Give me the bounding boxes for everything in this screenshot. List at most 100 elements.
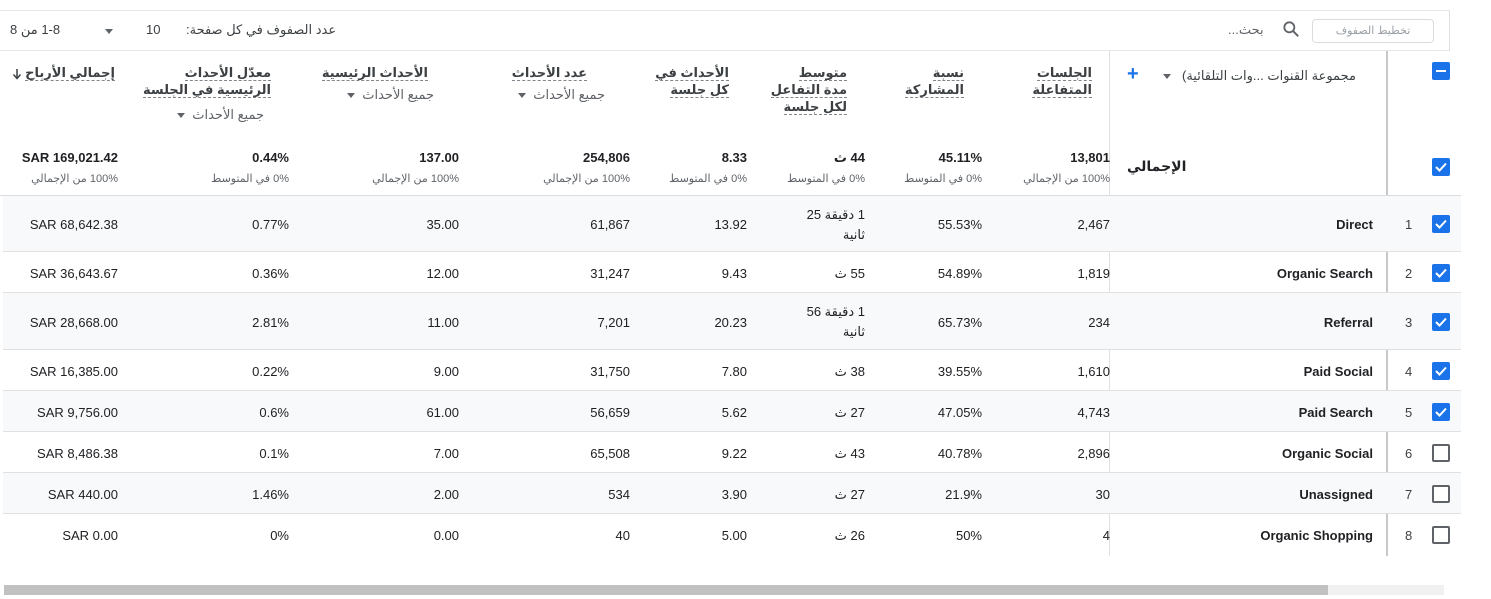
cell-total_revenue: SAR 68,642.38 — [29, 217, 118, 232]
total-engagement_rate: 45.11% — [938, 150, 982, 165]
key-events-filter-dropdown[interactable]: جميع الأحداث — [347, 87, 434, 103]
totals-checkbox[interactable] — [1432, 158, 1450, 176]
row-number: 3 — [1405, 314, 1413, 330]
cell-event_count: 56,659 — [590, 404, 630, 420]
cell-events_per_session: 9.22 — [721, 445, 747, 461]
row-channel-name[interactable]: Organic Shopping — [1260, 527, 1373, 543]
add-dimension-icon[interactable]: + — [1127, 63, 1139, 85]
total-key_events: 137.00 — [419, 150, 459, 165]
row-checkbox[interactable] — [1432, 484, 1450, 503]
filter-rows-input[interactable]: تخطيط الصفوف — [1312, 19, 1434, 43]
totals-label: الإجمالي — [1127, 158, 1187, 174]
col-header-total-revenue[interactable]: إجمالي الأرباح — [12, 64, 115, 81]
cell-key_event_rate: 2.81% — [252, 314, 289, 330]
cell-key_event_rate: 0% — [270, 527, 289, 543]
col-header-key-event-rate[interactable]: معدّل الأحداث الرئيسية في الجلسة — [142, 65, 271, 98]
select-all-checkbox[interactable] — [1432, 62, 1450, 80]
col-header-events-per-session[interactable]: الأحداث في كل جلسة — [655, 65, 729, 98]
cell-event_count: 31,750 — [590, 363, 630, 379]
col-header-event-count[interactable]: عدد الأحداث — [511, 65, 587, 81]
row-channel-name[interactable]: Paid Social — [1303, 363, 1373, 379]
cell-events_per_session: 5.00 — [721, 527, 747, 543]
divider — [1449, 10, 1450, 51]
row-checkbox[interactable] — [1432, 263, 1450, 282]
cell-total_revenue: SAR 440.00 — [47, 486, 118, 502]
row-checkbox[interactable] — [1432, 525, 1450, 544]
cell-engaged_sessions: 4,743 — [1077, 404, 1110, 420]
totals-divider — [0, 195, 1461, 196]
cell-avg_engagement_time: 1 دقيقة 56 ثانية — [806, 304, 865, 339]
col-header-engagement-rate[interactable]: نسبة المشاركة — [904, 65, 964, 98]
cell-key_events: 0.00 — [433, 527, 459, 543]
cell-key_events: 2.00 — [433, 486, 459, 502]
cell-engaged_sessions: 2,896 — [1077, 445, 1110, 461]
cell-avg_engagement_time: 43 ث — [834, 445, 865, 461]
col-header-avg-engagement-time[interactable]: متوسط مدة التفاعل لكل جلسة — [770, 65, 847, 115]
arrow-down-icon — [12, 68, 21, 80]
row-number: 6 — [1405, 445, 1413, 461]
cell-engagement_rate: 65.73% — [937, 314, 982, 330]
cell-engaged_sessions: 1,819 — [1077, 265, 1110, 281]
cell-avg_engagement_time: 38 ث — [834, 363, 865, 379]
cell-avg_engagement_time: 26 ث — [834, 527, 865, 543]
cell-total_revenue: SAR 9,756.00 — [37, 404, 118, 420]
table-row[interactable] — [3, 293, 1461, 350]
row-checkbox[interactable] — [1432, 443, 1450, 462]
row-checkbox[interactable] — [1432, 215, 1450, 233]
row-number: 2 — [1405, 265, 1413, 281]
key-event-rate-filter-dropdown[interactable]: جميع الأحداث — [177, 107, 264, 123]
total-sub-engagement_rate: 0% في المتوسط — [904, 173, 982, 185]
row-channel-name[interactable]: Referral — [1323, 314, 1373, 330]
row-number: 1 — [1405, 217, 1413, 232]
search-icon[interactable] — [1281, 19, 1301, 39]
rows-per-page-select[interactable]: 10 — [146, 22, 161, 37]
total-sub-total_revenue: 100% من الإجمالي — [31, 173, 118, 185]
col-header-engaged-sessions[interactable]: الجلسات المتفاعلة — [1032, 65, 1092, 98]
col-header-key-events[interactable]: الأحداث الرئيسية — [321, 65, 428, 81]
table-row[interactable] — [3, 196, 1461, 252]
cell-key_events: 7.00 — [433, 445, 459, 461]
cell-key_event_rate: 1.46% — [252, 486, 289, 502]
table-row[interactable] — [3, 473, 1461, 514]
row-number: 4 — [1405, 363, 1413, 379]
table-row[interactable] — [3, 252, 1461, 293]
total-sub-events_per_session: 0% في المتوسط — [669, 173, 747, 185]
cell-event_count: 40 — [615, 527, 630, 543]
table-row[interactable] — [3, 432, 1461, 473]
row-channel-name[interactable]: Organic Search — [1276, 265, 1373, 281]
row-channel-name[interactable]: Unassigned — [1299, 486, 1373, 502]
cell-events_per_session: 7.80 — [721, 363, 747, 379]
cell-total_revenue: SAR 16,385.00 — [29, 363, 118, 379]
search-input[interactable]: بحث... — [1228, 22, 1264, 37]
cell-total_revenue: SAR 8,486.38 — [37, 445, 118, 461]
total-event_count: 254,806 — [583, 150, 630, 165]
cell-key_events: 11.00 — [427, 314, 459, 330]
table-toolbar — [0, 10, 1450, 51]
rows-per-page-dropdown-icon[interactable] — [104, 27, 114, 37]
cell-engaged_sessions: 30 — [1095, 486, 1110, 502]
cell-key_event_rate: 0.22% — [252, 363, 289, 379]
cell-engaged_sessions: 234 — [1088, 314, 1110, 330]
cell-events_per_session: 5.62 — [721, 404, 747, 420]
row-checkbox[interactable] — [1432, 312, 1450, 331]
total-avg_engagement_time: 44 ث — [833, 150, 865, 165]
row-checkbox[interactable] — [1432, 361, 1450, 380]
cell-engagement_rate: 50% — [955, 527, 982, 543]
row-channel-name[interactable]: Paid Search — [1298, 404, 1373, 420]
table-row[interactable] — [3, 391, 1461, 432]
row-channel-name[interactable]: Direct — [1336, 217, 1373, 232]
cell-engagement_rate: 55.53% — [937, 217, 982, 232]
rows-per-page-label: عدد الصفوف في كل صفحة: — [186, 22, 337, 37]
total-sub-key_event_rate: 0% في المتوسط — [211, 173, 289, 185]
cell-engagement_rate: 39.55% — [937, 363, 982, 379]
cell-key_events: 12.00 — [426, 265, 459, 281]
row-checkbox[interactable] — [1432, 402, 1450, 421]
cell-key_events: 9.00 — [433, 363, 459, 379]
horizontal-scrollbar-thumb[interactable] — [4, 585, 1328, 595]
table-row[interactable] — [3, 350, 1461, 391]
dimension-header[interactable]: مجموعة القنوات ...وات التلقائية) — [1182, 68, 1356, 83]
dimension-dropdown-icon[interactable] — [1162, 73, 1172, 81]
event-filter-dropdown[interactable]: جميع الأحداث — [518, 87, 605, 103]
row-channel-name[interactable]: Organic Social — [1281, 445, 1373, 461]
cell-avg_engagement_time: 27 ث — [834, 486, 865, 502]
